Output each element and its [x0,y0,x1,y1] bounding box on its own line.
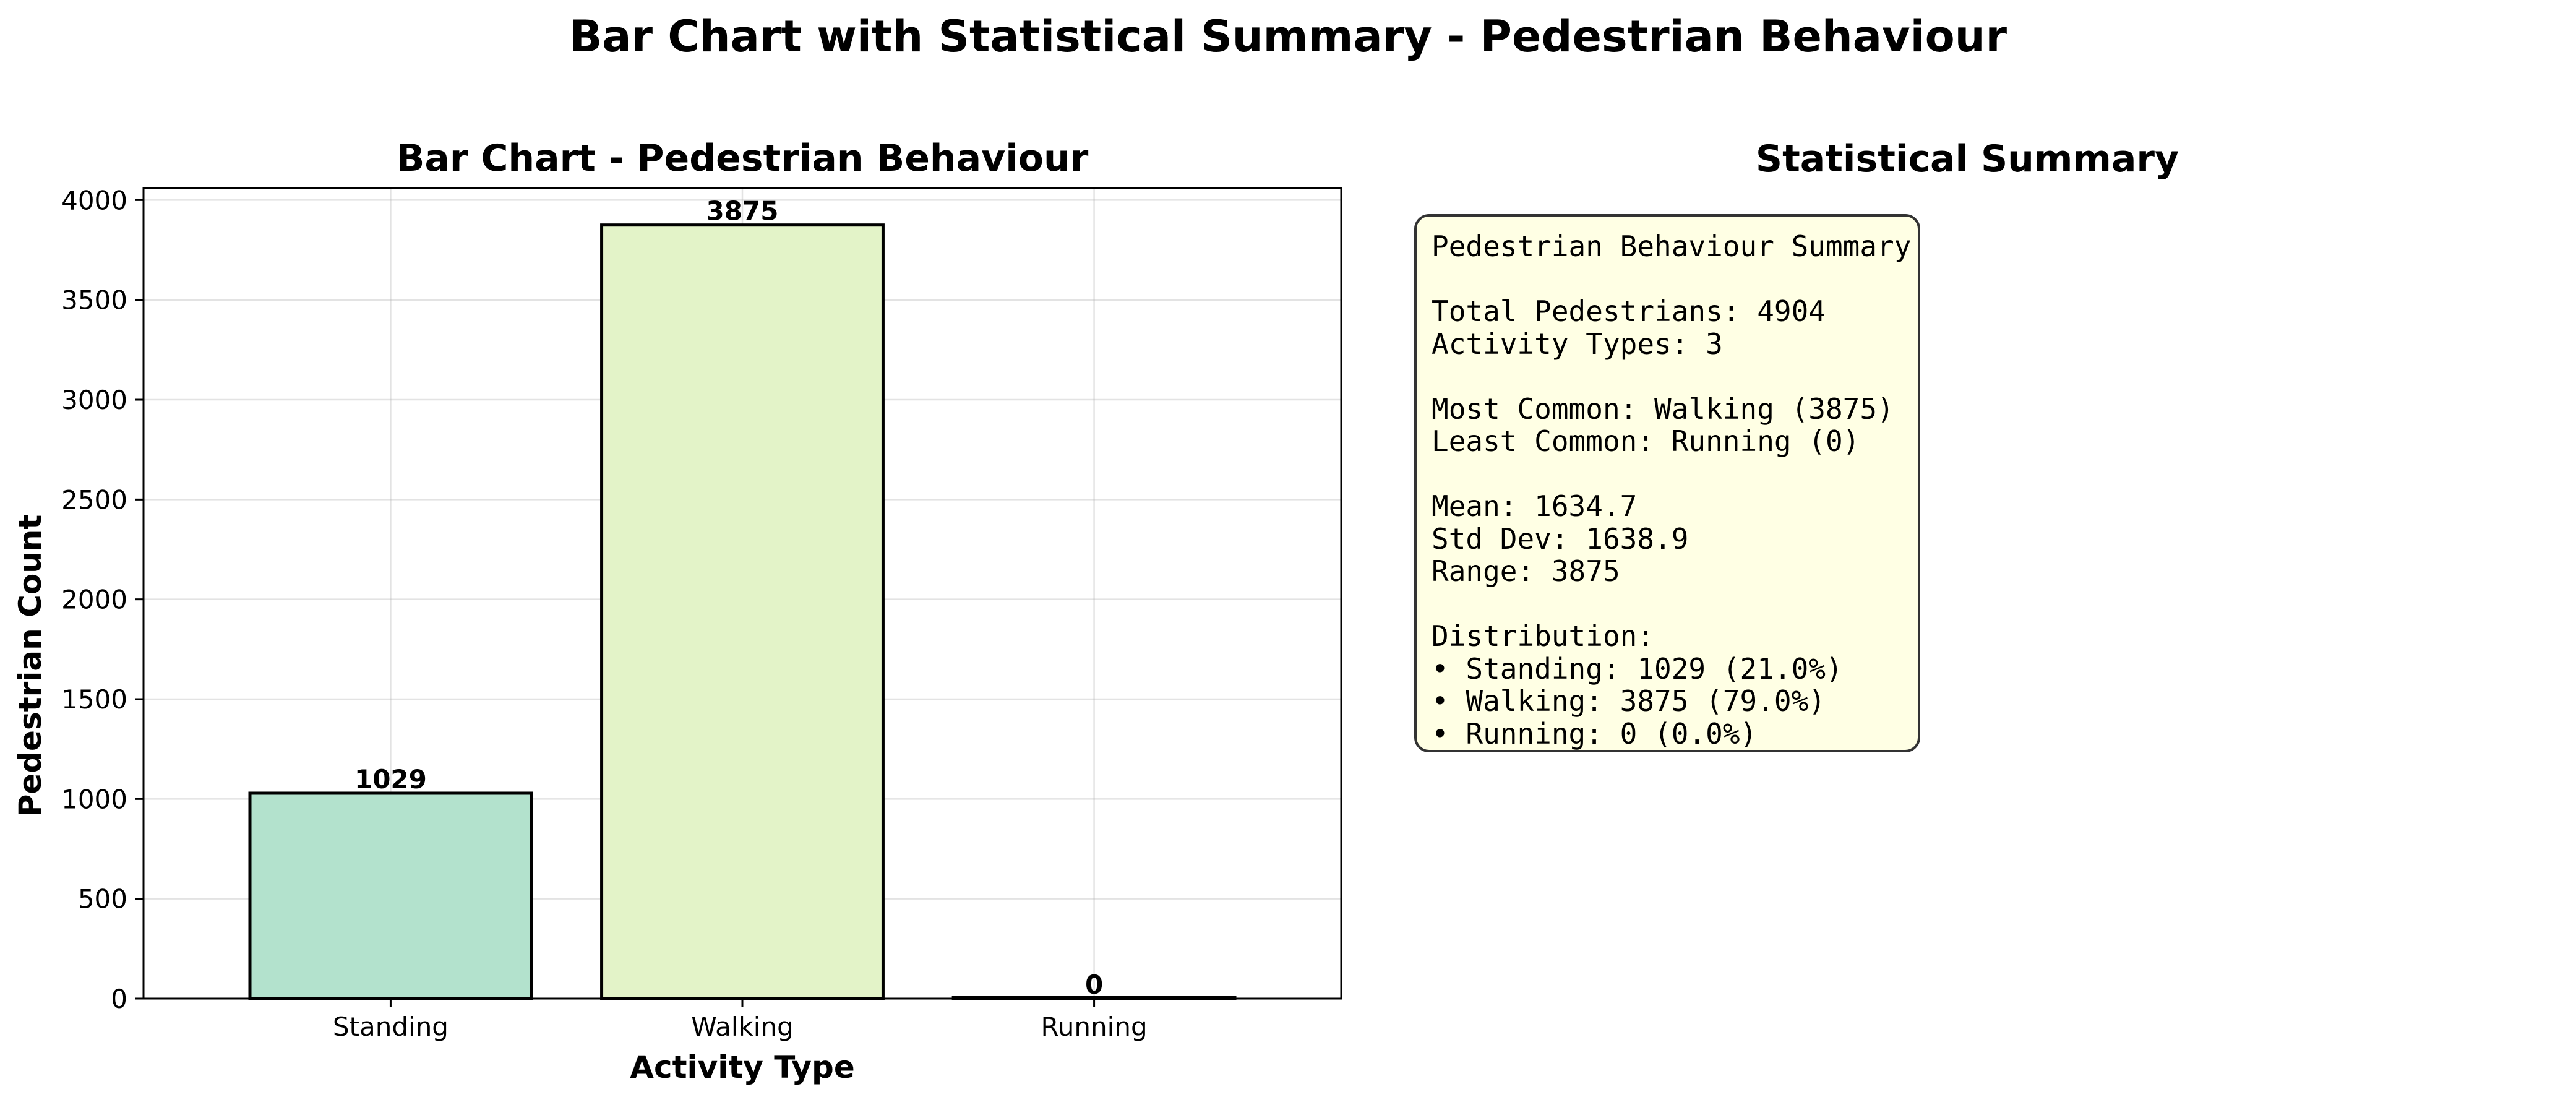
x-axis-label: Activity Type [630,1049,854,1085]
summary-line: Total Pedestrians: 4904 [1432,295,1826,328]
y-tick-label: 1500 [61,684,127,715]
y-tick-label: 2500 [61,484,127,515]
y-tick-label: 3000 [61,385,127,415]
summary-line [1432,263,1918,296]
y-tick-label: 4000 [61,185,127,215]
summary-line: Distribution: [1432,619,1655,653]
y-axis-label: Pedestrian Count [12,515,48,817]
bar-standing [248,791,533,1000]
summary-line: Activity Types: 3 [1432,327,1723,361]
y-tick-label: 500 [78,884,127,914]
summary-line: Least Common: Running (0) [1432,424,1860,458]
x-tick-label: Standing [333,1012,449,1042]
axis-layer: 0 500 1000 1500 2000 2500 3000 3500 4000 Standing… [61,185,1342,1042]
bar-layer [248,223,1237,1000]
summary-line: • Standing: 1029 (21.0%) [1432,652,1843,686]
summary-box: Pedestrian Behaviour Summary Total Pedes… [1414,214,1920,752]
data-label: 3875 [706,196,779,226]
y-tick-label: 3500 [61,285,127,316]
y-tick-label: 0 [111,984,127,1014]
summary-line: Std Dev: 1638.9 [1432,522,1689,556]
figure-title: Bar Chart with Statistical Summary - Ped… [569,11,2007,62]
x-tick-label: Walking [691,1012,794,1042]
summary-line: Most Common: Walking (3875) [1432,392,1894,426]
data-label: 1029 [354,764,427,794]
summary-line: • Walking: 3875 (79.0%) [1432,684,1826,718]
summary-line: Mean: 1634.7 [1432,489,1638,523]
bar-walking [600,223,885,1000]
plot-frame [142,187,1342,1000]
x-tick-label: Running [1041,1012,1148,1042]
summary-line [1432,458,1918,491]
summary-title: Statistical Summary [1755,137,2179,181]
y-tick-label: 2000 [61,585,127,615]
summary-line: Range: 3875 [1432,554,1620,588]
y-tick-label: 1000 [61,784,127,814]
chart-title: Bar Chart - Pedestrian Behaviour [397,137,1089,180]
data-label: 0 [1085,970,1103,1000]
summary-line [1432,588,1918,621]
summary-line: • Running: 0 (0.0%) [1432,716,1758,751]
summary-line [1432,360,1918,393]
summary-line: Pedestrian Behaviour Summary [1432,230,1912,263]
